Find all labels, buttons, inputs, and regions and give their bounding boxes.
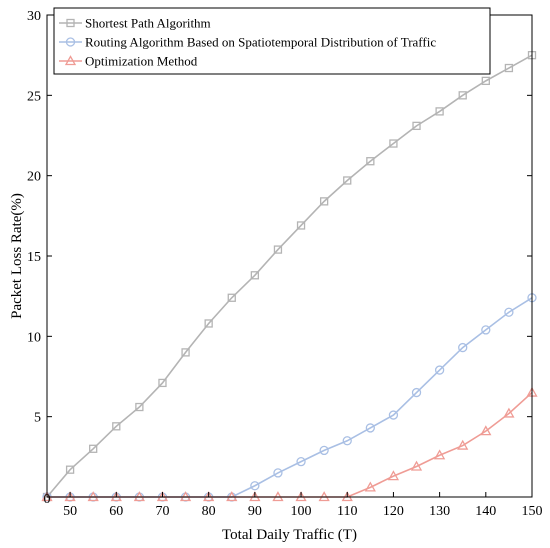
series-1-point (366, 157, 375, 166)
series-1-point (227, 293, 236, 302)
series-2-point (434, 365, 445, 375)
series-1-point (135, 402, 144, 412)
series-1-point (250, 271, 260, 280)
series-1-point (412, 121, 421, 131)
legend-item-2: Routing Algorithm Based on Spatiotempora… (59, 35, 436, 50)
series-2-point (273, 468, 283, 478)
legend-label: Optimization Method (85, 54, 198, 69)
series-2-line (47, 297, 533, 498)
series-1-point (343, 176, 352, 185)
y-tick-label: 30 (27, 9, 41, 24)
x-tick-label: 120 (383, 504, 404, 519)
legend-swatch-marker (66, 18, 75, 28)
series-1-point (435, 107, 444, 116)
series-1-line (46, 54, 533, 498)
y-tick-label: 25 (27, 89, 41, 104)
series-3-point (503, 407, 515, 418)
legend: Shortest Path Algorithm Routing Algorithm… (53, 7, 491, 75)
series-1-point (65, 465, 75, 474)
series-2-point (388, 410, 399, 420)
x-tick-label: 140 (475, 504, 496, 519)
series-2-point (319, 445, 329, 456)
series-1-point (158, 378, 167, 388)
ticks-layer: 50 60 70 80 90 100 110 120 130 140 150 0 5 10 15 20 25 30 (27, 9, 543, 519)
series-2-point (342, 436, 352, 446)
legend-label: Shortest Path Algorithm (85, 16, 211, 31)
x-tick-label: 130 (429, 504, 450, 519)
series-1-point (458, 91, 467, 100)
series-2-point (365, 423, 375, 433)
legend-item-3: Optimization Method (59, 54, 198, 69)
legend-label: Routing Algorithm Based on Spatiotempora… (85, 35, 436, 50)
series-1 (42, 51, 537, 502)
x-tick-label: 100 (291, 504, 312, 519)
legend-swatch-marker (65, 37, 76, 47)
x-tick-label: 50 (63, 504, 77, 519)
series-3 (41, 386, 538, 502)
y-tick-label: 15 (27, 250, 41, 265)
series-1-point (204, 319, 213, 328)
series-3-point (457, 439, 469, 450)
series-1-point (481, 76, 490, 86)
series-1-point (89, 444, 98, 453)
series-1-point (504, 63, 514, 73)
x-axis-label: Total Daily Traffic (T) (222, 527, 357, 543)
y-axis-label: Packet Loss Rate(%) (9, 193, 25, 319)
series-2-point (250, 481, 260, 491)
x-tick-label: 0 (44, 492, 51, 507)
series-3-point (387, 470, 400, 481)
series-1-point (273, 245, 283, 254)
series-2-point (504, 307, 514, 317)
series-3-point (364, 481, 376, 492)
series-2-point (458, 342, 468, 353)
series-layer (41, 51, 538, 502)
y-tick-label: 10 (27, 330, 41, 345)
y-tick-label: 5 (34, 411, 41, 426)
series-3-point (434, 449, 446, 460)
series-2-point (411, 387, 422, 398)
series-2 (42, 293, 537, 502)
series-3-point (410, 460, 423, 471)
series-1-point (319, 197, 329, 206)
series-1-point (112, 422, 121, 431)
x-tick-label: 70 (155, 504, 169, 519)
x-tick-label: 150 (522, 504, 543, 519)
series-3-point (480, 425, 492, 436)
series-2-point (481, 325, 491, 335)
x-tick-label: 80 (202, 504, 216, 519)
x-tick-label: 60 (109, 504, 123, 519)
legend-item-1: Shortest Path Algorithm (59, 16, 211, 31)
legend-box (53, 7, 491, 75)
x-tick-label: 90 (248, 504, 262, 519)
series-3-line (47, 391, 533, 498)
series-1-point (389, 139, 398, 148)
y-tick-label: 20 (27, 170, 41, 185)
legend-swatch-marker (64, 55, 77, 66)
x-tick-label: 110 (337, 504, 357, 519)
series-1-point (296, 221, 306, 230)
series-1-point (181, 348, 190, 357)
series-2-point (296, 457, 306, 467)
